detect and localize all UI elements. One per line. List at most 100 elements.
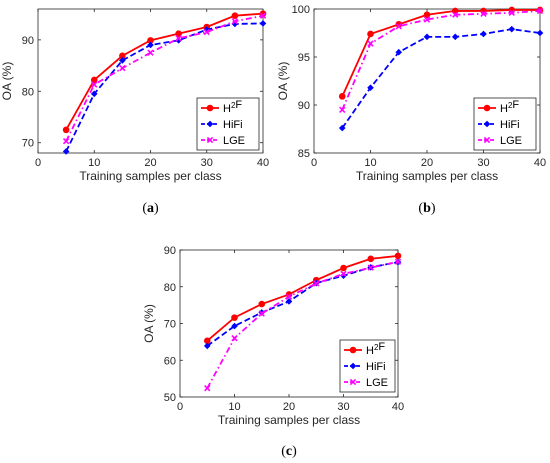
data-point-series-2 <box>231 322 238 330</box>
data-point-series-3 <box>508 9 515 17</box>
y-tick-label: 90 <box>298 100 310 112</box>
data-point-series-1 <box>175 30 182 37</box>
legend-label: H2F <box>223 99 242 115</box>
data-point-series-2 <box>338 124 346 132</box>
data-point-series-3 <box>175 35 182 42</box>
data-point-series-1 <box>62 126 70 134</box>
data-point-series-3 <box>259 12 267 19</box>
data-point-series-3 <box>203 28 210 36</box>
x-tick-label: 30 <box>201 157 213 169</box>
y-axis-label: OA (%) <box>276 62 290 101</box>
legend: H2F HiFi LGE <box>473 97 537 151</box>
data-point-series-3 <box>147 49 154 56</box>
data-point-series-2 <box>423 33 431 41</box>
x-tick-label: 10 <box>88 157 100 169</box>
data-point-series-3 <box>62 138 70 145</box>
data-point-series-3 <box>367 264 374 271</box>
chart-panel-2: 0 10 20 30 40 85 90 95 100 Training samples per c… <box>276 4 546 216</box>
chart-panel-3: 0 10 20 30 40 50 60 70 80 90 Training samples per … <box>142 245 404 459</box>
x-tick-label: 40 <box>534 157 546 169</box>
x-tick-label: 20 <box>144 157 156 169</box>
data-point-series-1 <box>90 76 98 84</box>
data-point-series-2 <box>395 48 403 56</box>
data-point-series-2 <box>259 20 267 27</box>
data-point-series-3 <box>536 7 544 15</box>
panel-label: (b) <box>418 201 435 216</box>
data-point-series-2 <box>508 25 516 33</box>
data-point-series-3 <box>480 10 487 17</box>
x-axis-label: Training samples per class <box>218 413 360 427</box>
y-tick-label: 90 <box>22 35 34 47</box>
y-tick-label: 60 <box>164 355 176 367</box>
data-point-series-1 <box>231 12 239 19</box>
legend-marker <box>206 104 214 112</box>
data-point-series-3 <box>231 335 238 342</box>
legend: H2F HiFi LGE <box>196 97 260 151</box>
data-point-series-1 <box>338 93 346 100</box>
x-tick-label: 0 <box>177 401 183 413</box>
x-tick-label: 0 <box>311 157 317 169</box>
legend-label: LGE <box>223 135 245 147</box>
legend-label: LGE <box>500 135 522 147</box>
data-point-series-3 <box>313 280 320 287</box>
x-tick-label: 30 <box>477 157 489 169</box>
data-point-series-1 <box>394 252 402 260</box>
y-tick-label: 80 <box>22 86 34 98</box>
y-tick-label: 85 <box>298 148 310 160</box>
data-point-series-3 <box>452 11 459 18</box>
data-point-series-3 <box>340 270 347 278</box>
y-tick-label: 95 <box>298 52 310 64</box>
y-axis-label: OA (%) <box>142 304 156 343</box>
x-tick-label: 40 <box>392 401 404 413</box>
y-axis-label: OA (%) <box>0 62 14 101</box>
y-tick-label: 50 <box>164 392 176 404</box>
x-tick-label: 0 <box>35 157 41 169</box>
legend-box <box>339 339 396 393</box>
data-point-series-3 <box>231 18 239 25</box>
data-point-series-2 <box>90 90 98 98</box>
data-point-series-3 <box>395 23 402 30</box>
data-point-series-2 <box>451 33 459 41</box>
legend-label: H2F <box>366 341 385 357</box>
series-line-1 <box>206 254 399 342</box>
data-point-series-3 <box>339 106 346 113</box>
data-point-series-2 <box>147 41 154 49</box>
series-line-3 <box>65 14 264 142</box>
data-point-series-1 <box>367 30 374 38</box>
y-tick-label: 100 <box>292 4 310 16</box>
y-tick-label: 70 <box>22 138 34 150</box>
legend-marker <box>349 346 357 354</box>
data-point-series-3 <box>423 16 431 23</box>
x-axis-label: Training samples per class <box>79 169 221 183</box>
x-tick-label: 40 <box>257 157 269 169</box>
data-point-series-3 <box>119 64 126 72</box>
data-point-series-3 <box>367 40 374 47</box>
panel-label: (c) <box>281 444 297 459</box>
data-point-series-3 <box>394 258 402 265</box>
x-tick-label: 10 <box>228 401 240 413</box>
series-line-2 <box>206 261 399 347</box>
y-tick-label: 80 <box>164 282 176 294</box>
y-tick-label: 70 <box>164 319 176 331</box>
data-point-series-3 <box>285 293 293 300</box>
data-point-series-1 <box>258 300 266 308</box>
legend-label: H2F <box>500 99 519 115</box>
x-tick-label: 10 <box>364 157 376 169</box>
legend-marker <box>206 136 214 144</box>
data-point-series-1 <box>340 264 347 272</box>
data-point-series-2 <box>367 84 374 92</box>
legend-label: HiFi <box>366 361 386 373</box>
data-point-series-2 <box>62 148 70 155</box>
series-line-1 <box>341 9 540 97</box>
series-line-2 <box>65 22 264 152</box>
legend-marker <box>206 120 214 128</box>
data-point-series-2 <box>203 342 211 350</box>
data-point-series-2 <box>119 57 126 64</box>
legend-marker <box>483 136 491 144</box>
legend-label: HiFi <box>500 119 520 131</box>
legend-label: LGE <box>366 377 388 389</box>
data-point-series-2 <box>536 29 544 37</box>
data-point-series-3 <box>91 81 98 88</box>
legend-marker <box>483 104 491 112</box>
